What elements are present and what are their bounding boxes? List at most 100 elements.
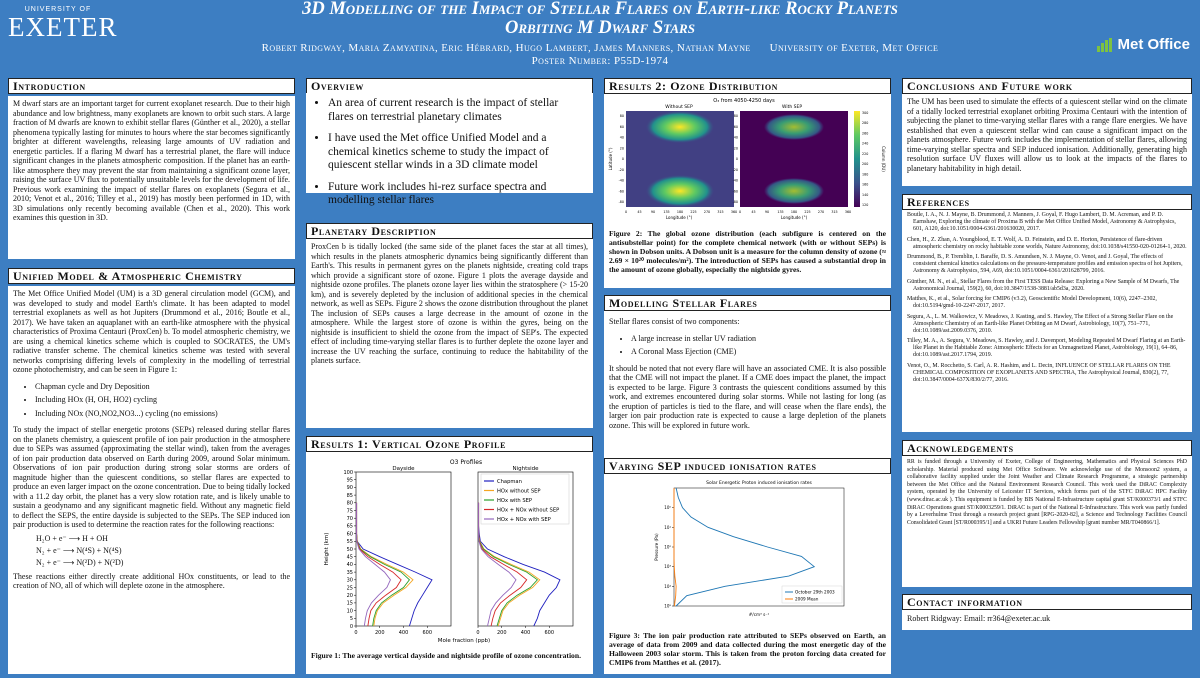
fig2-xtick-label: 180 <box>791 210 797 214</box>
overview-panel: An area of current research is the impac… <box>306 93 593 206</box>
colorbar-tick-label: 300 <box>862 111 868 115</box>
figure-2-xlabel-right: Longitude (°) <box>781 215 808 220</box>
fig2-xtick-label: 225 <box>690 210 696 214</box>
series-line-hox-nox-with-sep <box>478 502 517 627</box>
results-2-heading: Results 2: Ozone Distribution <box>604 78 891 94</box>
colorbar-tick-label: 260 <box>862 131 868 135</box>
university-of-exeter-logo: UNIVERSITY OF EXETER <box>8 6 118 48</box>
colorbar-tick-label: 280 <box>862 121 868 125</box>
contact-heading: Contact information <box>902 594 1192 610</box>
ozone-distribution-figure: O₃ from 4050-4250 days Without SEP With … <box>608 98 886 220</box>
colorbar-tick-label: 140 <box>862 193 868 197</box>
y-tick-label: 80 <box>347 501 353 507</box>
modelling-bullet-list: A large increase in stellar UV radiation… <box>631 334 886 357</box>
series-line-hox-nox-with-sep <box>356 502 391 627</box>
colorbar-tick-label: 120 <box>862 203 868 207</box>
modelling-panel: Stellar flares consist of two components… <box>604 311 891 461</box>
x-tick-label: 0 <box>354 630 357 636</box>
y-tick-label: 25 <box>347 585 353 591</box>
x-tick-label: 400 <box>399 630 409 636</box>
chart-title: O3 Profiles <box>450 459 482 466</box>
fig2-ytick-label: -40 <box>619 179 624 183</box>
fig2-ytick-label: -80 <box>619 200 624 204</box>
authors-text: Robert Ridgway, Maria Zamyatina, Eric Hé… <box>261 42 939 54</box>
y-tick-label: 15 <box>347 601 353 607</box>
colorbar-label: Column (DU) <box>881 146 886 172</box>
y-tick-label: 35 <box>347 570 353 576</box>
conclusions-text: The UM has been used to simulate the eff… <box>907 97 1187 173</box>
series-line-2009-mean <box>673 488 677 607</box>
met-office-logo: Met Office <box>1097 36 1190 53</box>
fig2-ytick-label: 60 <box>620 125 624 129</box>
y-tick-label: 55 <box>347 539 353 545</box>
modelling-text: It should be noted that not every flare … <box>609 363 886 430</box>
y-tick-label: 85 <box>347 493 353 499</box>
modelling-bullet: A large increase in stellar UV radiation <box>631 334 886 344</box>
y-tick-label: 60 <box>347 531 353 537</box>
fig2-ytick-label: 80 <box>620 114 624 118</box>
reaction-equation: N₂ + e⁻ ⟶ N(²D) + N(²D) <box>36 557 124 567</box>
acknowledgements-panel: RR is funded through a University of Exe… <box>902 456 1192 587</box>
fig2-xtick-label: 0 <box>739 210 741 214</box>
legend-box <box>781 585 843 604</box>
colorbar-tick-label: 160 <box>862 183 868 187</box>
y-tick-label: 100 <box>343 470 353 476</box>
fig2-xtick-label: 0 <box>625 210 627 214</box>
fig2-xtick-label: 270 <box>818 210 824 214</box>
fig2-xtick-label: 270 <box>704 210 710 214</box>
x-tick-label: 600 <box>544 630 554 636</box>
fig2-ytick-label: -20 <box>619 168 624 172</box>
y-tick-label: 90 <box>347 485 353 491</box>
planetary-description-panel: ProxCen b is tidally locked (the same si… <box>306 239 593 428</box>
fig2-xtick-label: 90 <box>765 210 769 214</box>
y-tick-label: 70 <box>347 516 353 522</box>
um-bullet-list: Chapman cycle and Dry Deposition Includi… <box>35 382 290 419</box>
acknowledgements-text: RR is funded through a University of Exe… <box>907 459 1187 526</box>
legend-label: HOx with SEP <box>497 498 532 504</box>
y-tick-label: 65 <box>347 524 353 530</box>
y-tick-label: 0 <box>350 624 353 630</box>
north-gyre-with-sep <box>764 114 824 140</box>
fig2-xtick-label: 135 <box>663 210 669 214</box>
reference-item: Matthes, K., et al., Solar forcing for C… <box>907 296 1157 309</box>
colorbar-tick-label: 220 <box>862 152 868 156</box>
references-heading: References <box>902 194 1192 210</box>
modelling-bullets-wrap: A large increase in stellar UV radiation… <box>604 334 891 357</box>
x-tick-label: 0 <box>476 630 479 636</box>
university-name: EXETER <box>8 12 118 42</box>
y-tick-label: 50 <box>347 547 353 553</box>
reference-item: Günther, M. N., et al., Stellar Flares f… <box>907 278 1180 292</box>
overview-content: An area of current research is the impac… <box>306 93 593 220</box>
author-list: Robert Ridgway, Maria Zamyatina, Eric Hé… <box>120 42 1080 68</box>
university-small-text: UNIVERSITY OF <box>24 6 92 13</box>
series-line-hox-with-sep <box>356 502 411 627</box>
figure-2-xlabel-left: Longitude (°) <box>666 215 693 220</box>
fig2-ytick-label: -80 <box>733 200 738 204</box>
um-bullet-item: Including NOx (NO,NO2,NO3...) cycling (n… <box>35 409 290 419</box>
subplot-frame <box>355 471 452 627</box>
x-axis-label: Mole fraction (ppb) <box>438 638 490 644</box>
legend-label: Chapman <box>497 479 522 485</box>
overview-bullet: An area of current research is the impac… <box>328 97 585 124</box>
colorbar-tick-label: 240 <box>862 142 868 146</box>
y-tick-label: 75 <box>347 508 353 514</box>
reference-list: Boutle, I. A., N. J. Mayne, B. Drummond,… <box>902 210 1192 389</box>
introduction-text: M dwarf stars are an important target fo… <box>13 99 290 222</box>
um-bullet-item: Including HOx (H, OH, HO2) cycling <box>35 395 290 405</box>
met-office-name: Met Office <box>1117 36 1190 53</box>
y-tick-label: 30 <box>347 578 353 584</box>
fig2-ytick-label: 60 <box>734 125 738 129</box>
legend-label: HOx + NOx with SEP <box>497 517 551 523</box>
poster-number: Poster Number: P55D-1974 <box>531 55 669 67</box>
reference-item: Boutle, I. A., N. J. Mayne, B. Drummond,… <box>907 212 1176 232</box>
y-tick-label: 40 <box>347 562 353 568</box>
results-1-panel: O3 Profiles Dayside 0 200 400 600 0 5 10 15 20 25 30… <box>306 452 593 674</box>
y-tick-label: 10⁴ <box>664 584 671 589</box>
unified-model-text-3: These reactions either directly create a… <box>13 571 290 591</box>
north-gyre-without-sep <box>646 111 714 143</box>
modelling-intro: Stellar flares consist of two components… <box>609 317 740 326</box>
fig2-xtick-label: 135 <box>777 210 783 214</box>
legend-label: October 29th 2003 <box>795 590 835 595</box>
chart-title: Solar Energetic Proton induced ionisatio… <box>706 480 812 486</box>
reaction-equation: H₂O + e⁻ ⟶ H + OH <box>36 533 108 543</box>
